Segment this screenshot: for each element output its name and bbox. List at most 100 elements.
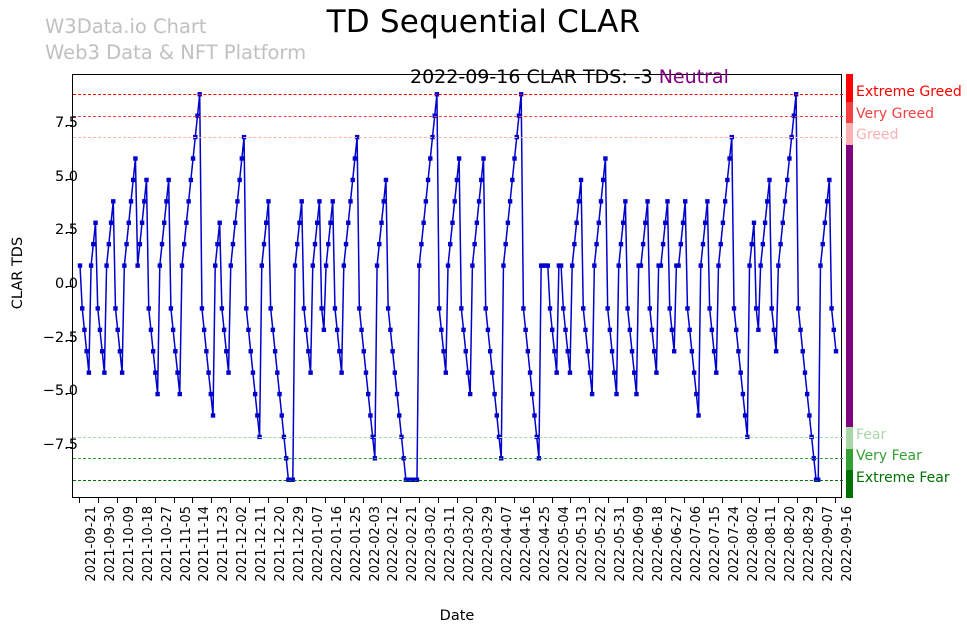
- series-point: [423, 199, 429, 204]
- series-point: [483, 306, 488, 311]
- y-tick-label: 7.5: [54, 115, 78, 132]
- threshold-line-fear: [73, 436, 843, 438]
- x-tick-label: 2022-05-31: [613, 506, 629, 582]
- series-point: [106, 241, 112, 247]
- zone-segment-extreme-fear: [846, 470, 853, 498]
- series-point: [556, 263, 562, 268]
- y-tick-mark: [66, 125, 72, 127]
- series-point: [328, 220, 333, 225]
- series-point: [104, 263, 109, 268]
- series-point: [224, 349, 229, 354]
- x-tick-mark: [664, 498, 666, 503]
- series-point: [472, 241, 477, 247]
- series-point: [456, 156, 462, 161]
- series-point: [785, 177, 790, 183]
- series-point: [352, 156, 358, 161]
- series-point: [392, 370, 398, 375]
- x-tick-label: 2022-08-20: [783, 506, 799, 582]
- series-point: [150, 349, 156, 354]
- series-point: [201, 327, 207, 333]
- x-tick-label: 2021-12-11: [254, 506, 270, 582]
- x-tick-label: 2021-11-23: [216, 506, 232, 582]
- series-point: [168, 306, 174, 311]
- series-point: [521, 306, 526, 311]
- series-point: [705, 199, 710, 204]
- zone-segment-very-fear: [846, 448, 853, 471]
- plot-area: [72, 74, 843, 498]
- series-point: [155, 391, 160, 397]
- zone-label-fear: Fear: [856, 426, 887, 443]
- x-tick-label: 2021-11-05: [178, 506, 194, 582]
- series-point: [543, 263, 548, 268]
- series-point: [550, 327, 555, 333]
- series-point: [607, 327, 613, 333]
- series-point: [722, 199, 728, 204]
- page-title: TD Sequential CLAR: [326, 4, 641, 40]
- series-point: [696, 413, 701, 418]
- x-tick-label: 2022-07-06: [688, 506, 704, 582]
- series-point: [771, 327, 777, 333]
- series-point: [264, 220, 269, 225]
- series-point: [536, 456, 542, 461]
- current-value-annotation: 2022-09-16 CLAR TDS: -3 Neutral: [410, 66, 729, 88]
- series-point: [800, 349, 805, 354]
- x-tick-mark: [324, 498, 326, 503]
- series-point: [317, 199, 322, 204]
- x-tick-label: 2022-03-29: [480, 506, 496, 582]
- series-point: [765, 199, 770, 204]
- series-point: [303, 327, 309, 333]
- series-point: [292, 263, 298, 268]
- x-tick-label: 2022-06-09: [632, 506, 648, 582]
- series-point: [545, 263, 550, 268]
- x-tick-mark: [135, 498, 137, 503]
- series-point: [476, 199, 482, 204]
- series-point: [108, 220, 114, 225]
- annotation-text: 2022-09-16 CLAR TDS: -3: [410, 66, 653, 88]
- y-tick-label: 2.5: [54, 222, 78, 239]
- series-point: [295, 241, 300, 247]
- series-point: [199, 306, 205, 311]
- x-tick-mark: [608, 498, 610, 503]
- series-point: [82, 327, 87, 333]
- zone-segment-extreme-greed: [846, 74, 853, 102]
- series-point: [683, 199, 688, 204]
- series-point: [144, 177, 149, 183]
- series-point: [461, 327, 466, 333]
- series-point: [674, 263, 679, 268]
- x-tick-label: 2022-08-02: [745, 506, 761, 582]
- series-point: [665, 199, 670, 204]
- x-tick-label: 2021-10-27: [159, 506, 175, 582]
- x-tick-label: 2021-09-30: [102, 506, 118, 582]
- series-point: [419, 241, 424, 247]
- x-tick-mark: [835, 498, 836, 503]
- series-point: [649, 327, 655, 333]
- series-point: [824, 199, 830, 204]
- x-tick-label: 2022-02-21: [405, 506, 421, 582]
- series-point: [330, 199, 335, 204]
- series-point: [77, 263, 83, 268]
- series-point: [204, 349, 209, 354]
- series-point: [122, 263, 127, 268]
- series-point: [507, 199, 513, 204]
- series-point: [727, 156, 732, 161]
- series-point: [111, 199, 116, 204]
- series-point: [585, 349, 590, 354]
- series-point: [773, 349, 779, 354]
- series-point: [629, 349, 635, 354]
- series-point: [609, 349, 615, 354]
- series-point: [485, 327, 491, 333]
- series-point: [448, 241, 453, 247]
- x-tick-label: 2022-04-07: [499, 506, 515, 582]
- series-point: [390, 349, 395, 354]
- x-tick-label: 2021-10-18: [140, 506, 156, 582]
- x-tick-mark: [740, 498, 742, 503]
- series-point: [811, 456, 817, 461]
- x-tick-label: 2022-01-25: [348, 506, 364, 582]
- series-point: [315, 220, 320, 225]
- series-point: [226, 370, 231, 375]
- series-point: [725, 177, 730, 183]
- series-point: [334, 327, 340, 333]
- x-tick-label: 2021-11-14: [197, 506, 213, 582]
- series-point: [620, 220, 626, 225]
- series-point: [261, 241, 267, 247]
